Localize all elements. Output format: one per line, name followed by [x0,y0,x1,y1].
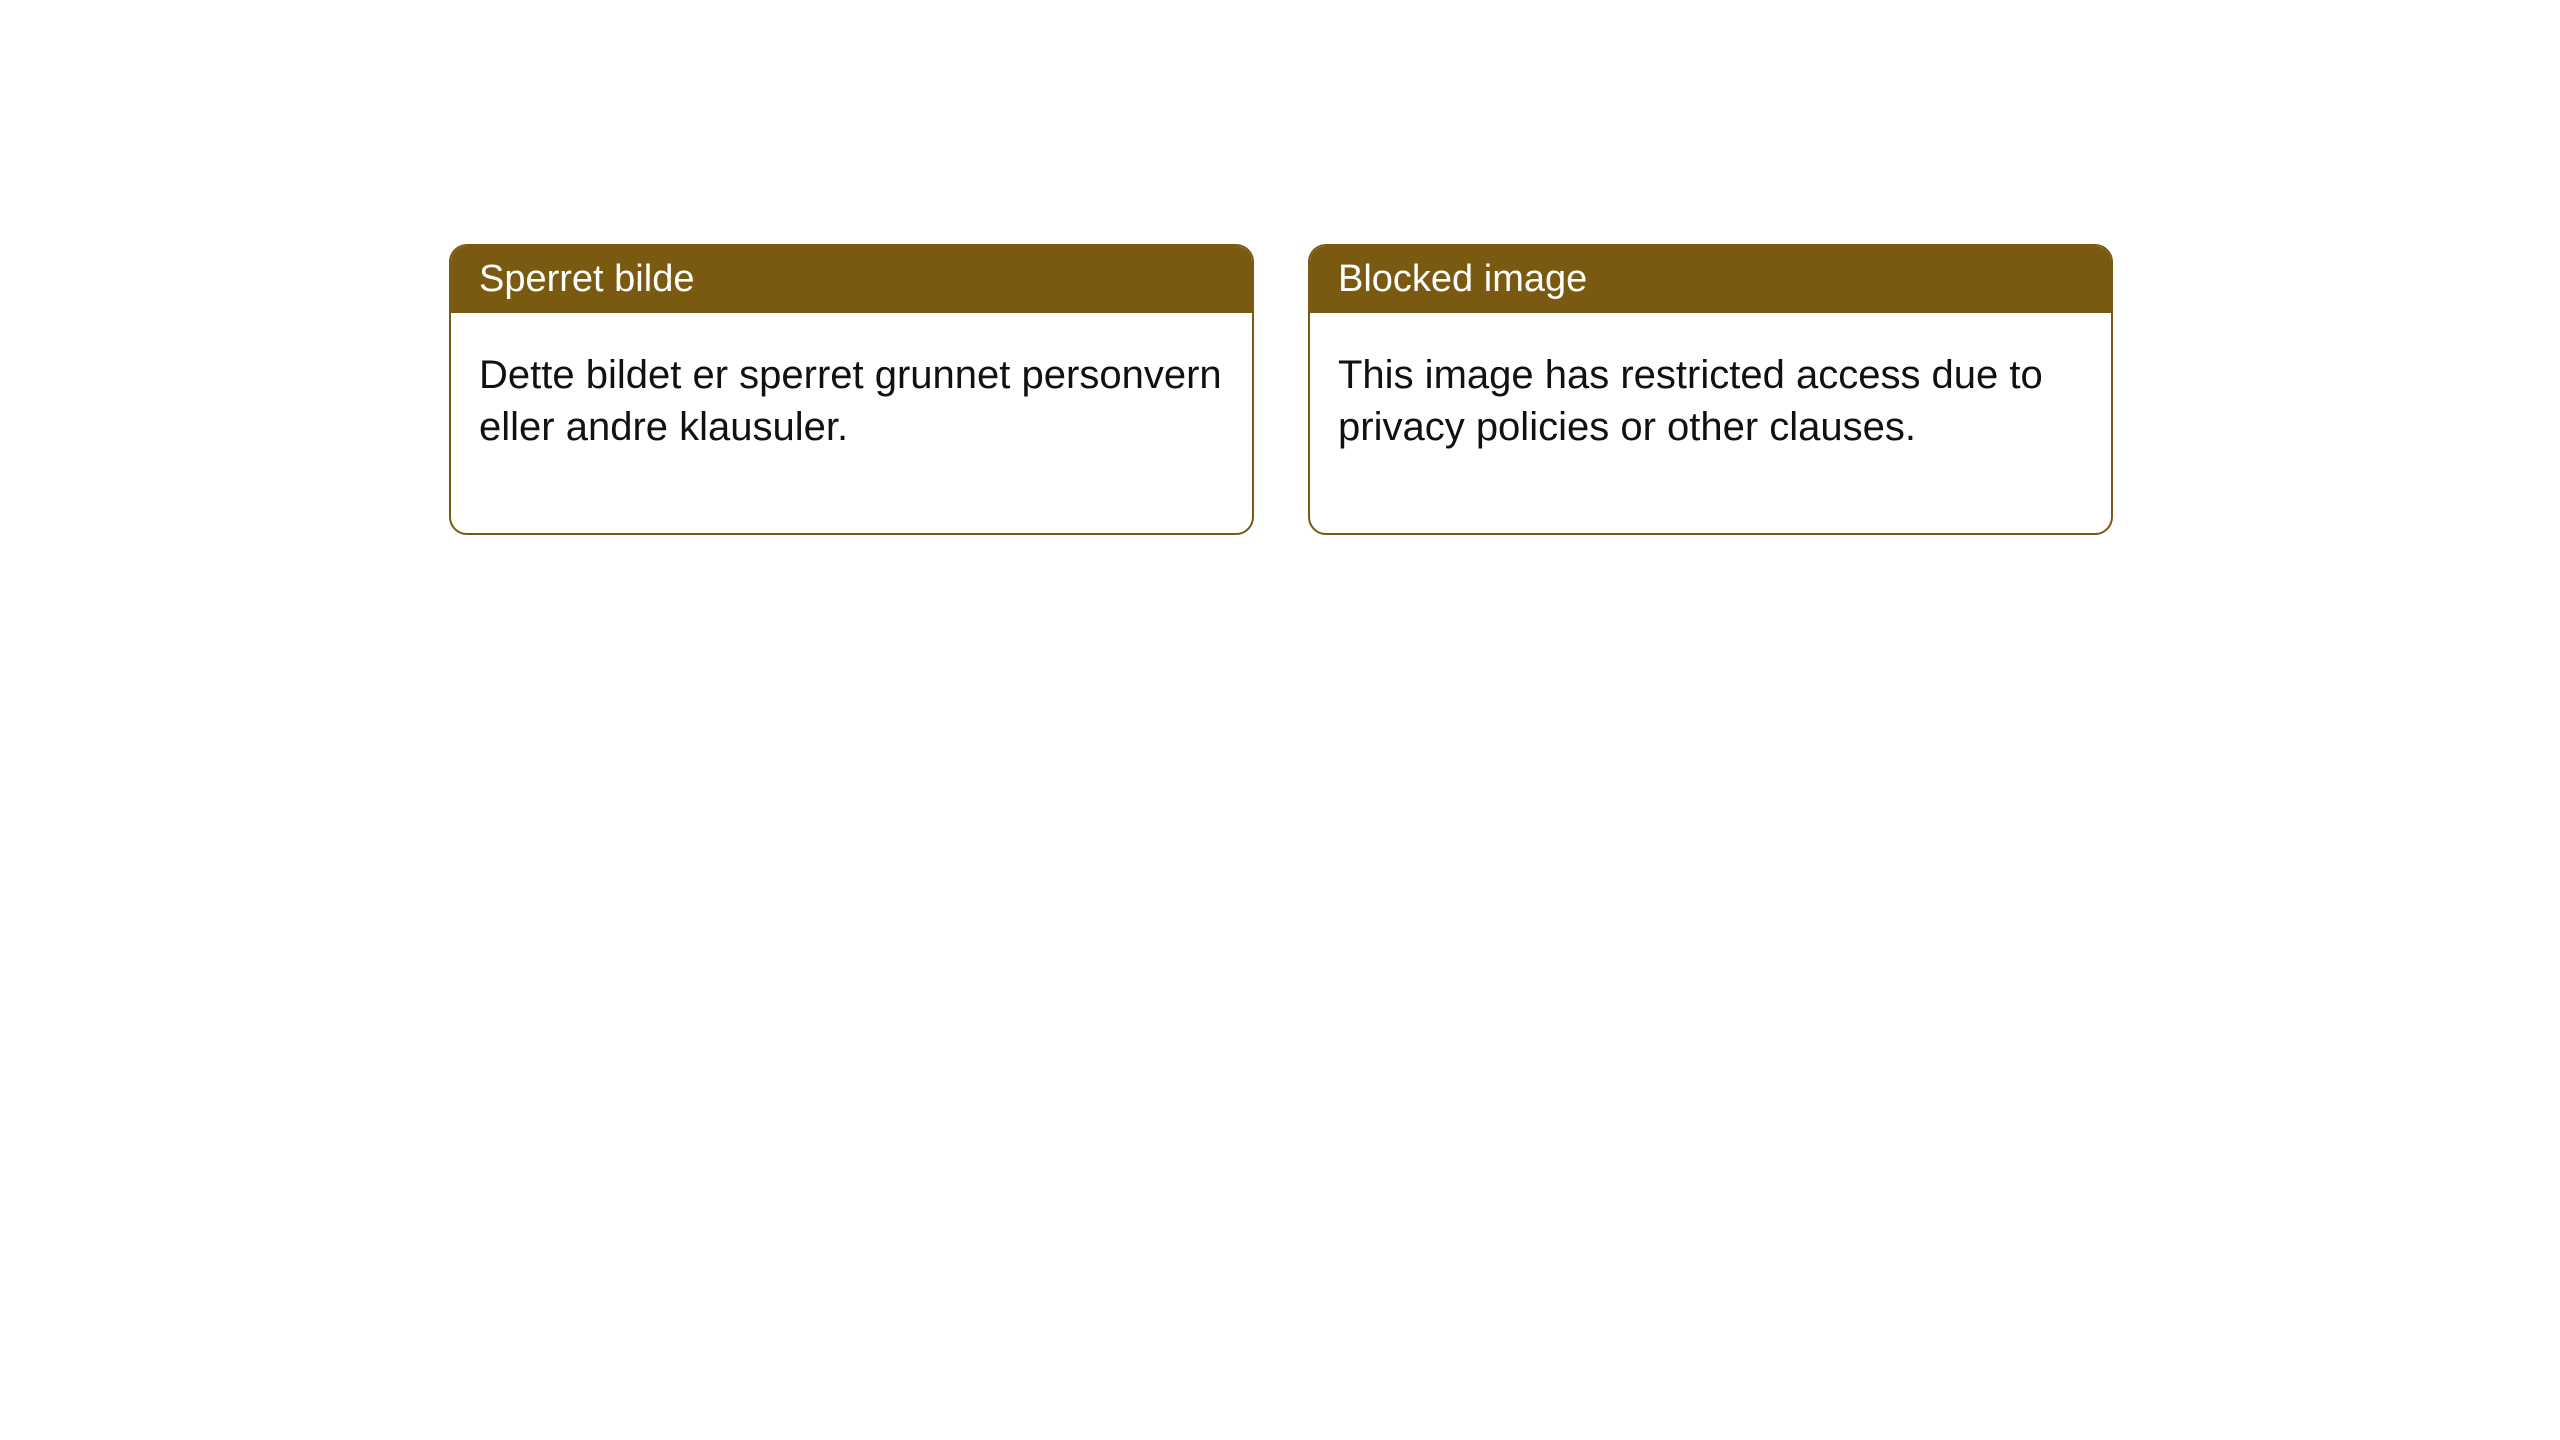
notice-card-english: Blocked image This image has restricted … [1308,244,2113,535]
notice-card-header: Blocked image [1310,246,2111,313]
notice-card-norwegian: Sperret bilde Dette bildet er sperret gr… [449,244,1254,535]
notice-card-body: Dette bildet er sperret grunnet personve… [451,313,1252,533]
notice-card-header: Sperret bilde [451,246,1252,313]
notice-card-body: This image has restricted access due to … [1310,313,2111,533]
notice-cards-container: Sperret bilde Dette bildet er sperret gr… [449,244,2113,535]
